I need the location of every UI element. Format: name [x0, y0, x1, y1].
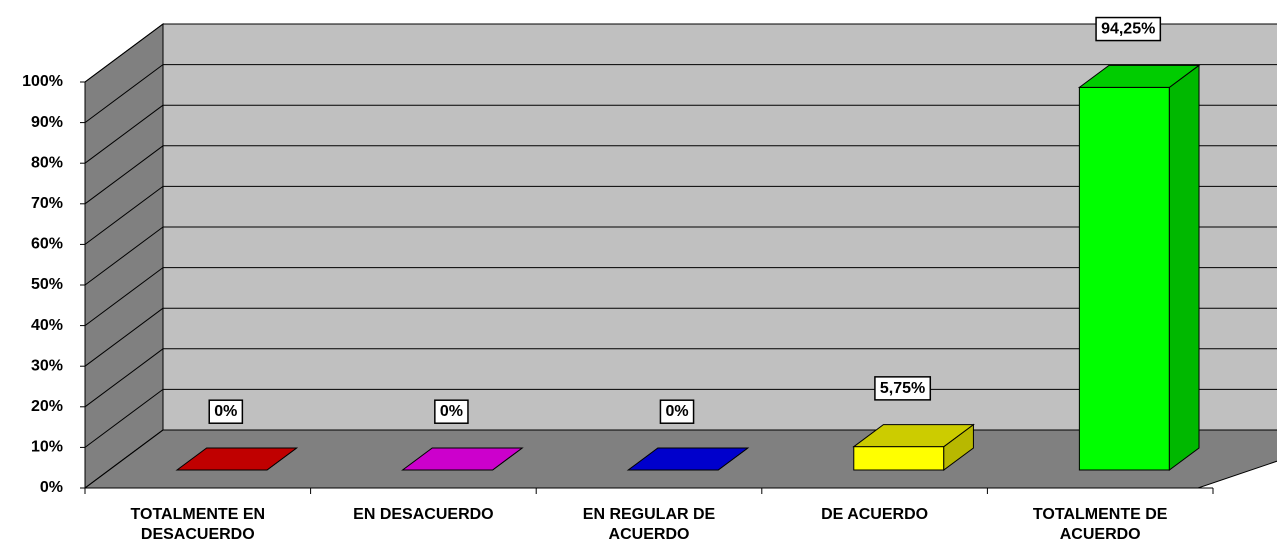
y-tick-label: 10% [31, 439, 63, 456]
bar-top [852, 424, 975, 448]
grid-line [84, 64, 164, 124]
grid-line [84, 388, 164, 448]
grid-line [84, 348, 164, 408]
value-label-box [659, 399, 695, 424]
y-tick-label: 100% [22, 73, 63, 90]
grid-line [84, 429, 164, 489]
y-tick-label: 0% [40, 479, 63, 496]
x-tick-label: EN DESACUERDO [353, 506, 494, 523]
bar-top [1077, 64, 1201, 88]
value-label: 5,75% [880, 380, 925, 397]
y-tick-label: 40% [31, 317, 63, 334]
bar-side [1168, 64, 1200, 472]
x-tick-label: TOTALMENTE EN DESACUERDO [130, 506, 266, 543]
grid-line [84, 307, 164, 367]
grid-line [84, 267, 164, 327]
value-label: 0% [665, 403, 688, 420]
x-tick-label: EN REGULAR DE ACUERDO [582, 506, 716, 543]
y-tick-label: 70% [31, 195, 63, 212]
grid-line [84, 23, 164, 83]
value-label: 0% [440, 403, 463, 420]
bar-front [853, 446, 945, 471]
bar-top [175, 447, 299, 471]
value-label: 94,25% [1101, 21, 1155, 38]
bar-top [626, 447, 750, 471]
grid-line [84, 226, 164, 286]
grid-line [84, 145, 164, 205]
bar-front [1078, 86, 1170, 471]
y-tick-label: 20% [31, 398, 63, 415]
value-label-box [434, 399, 469, 424]
grid-line [84, 104, 164, 164]
value-label-box [1095, 16, 1162, 42]
value-label-box [208, 399, 244, 424]
value-label: 0% [214, 403, 237, 420]
y-tick-label: 80% [31, 154, 63, 171]
bar-top [401, 447, 524, 471]
y-tick-label: 50% [31, 276, 63, 293]
grid-line [84, 185, 164, 245]
y-tick-label: 60% [31, 236, 63, 253]
y-tick-label: 90% [31, 114, 63, 131]
y-tick-label: 30% [31, 357, 63, 374]
x-tick-label: TOTALMENTE DE ACUERDO [1032, 506, 1168, 543]
x-tick-label: DE ACUERDO [821, 506, 929, 523]
value-label-box [874, 376, 932, 401]
